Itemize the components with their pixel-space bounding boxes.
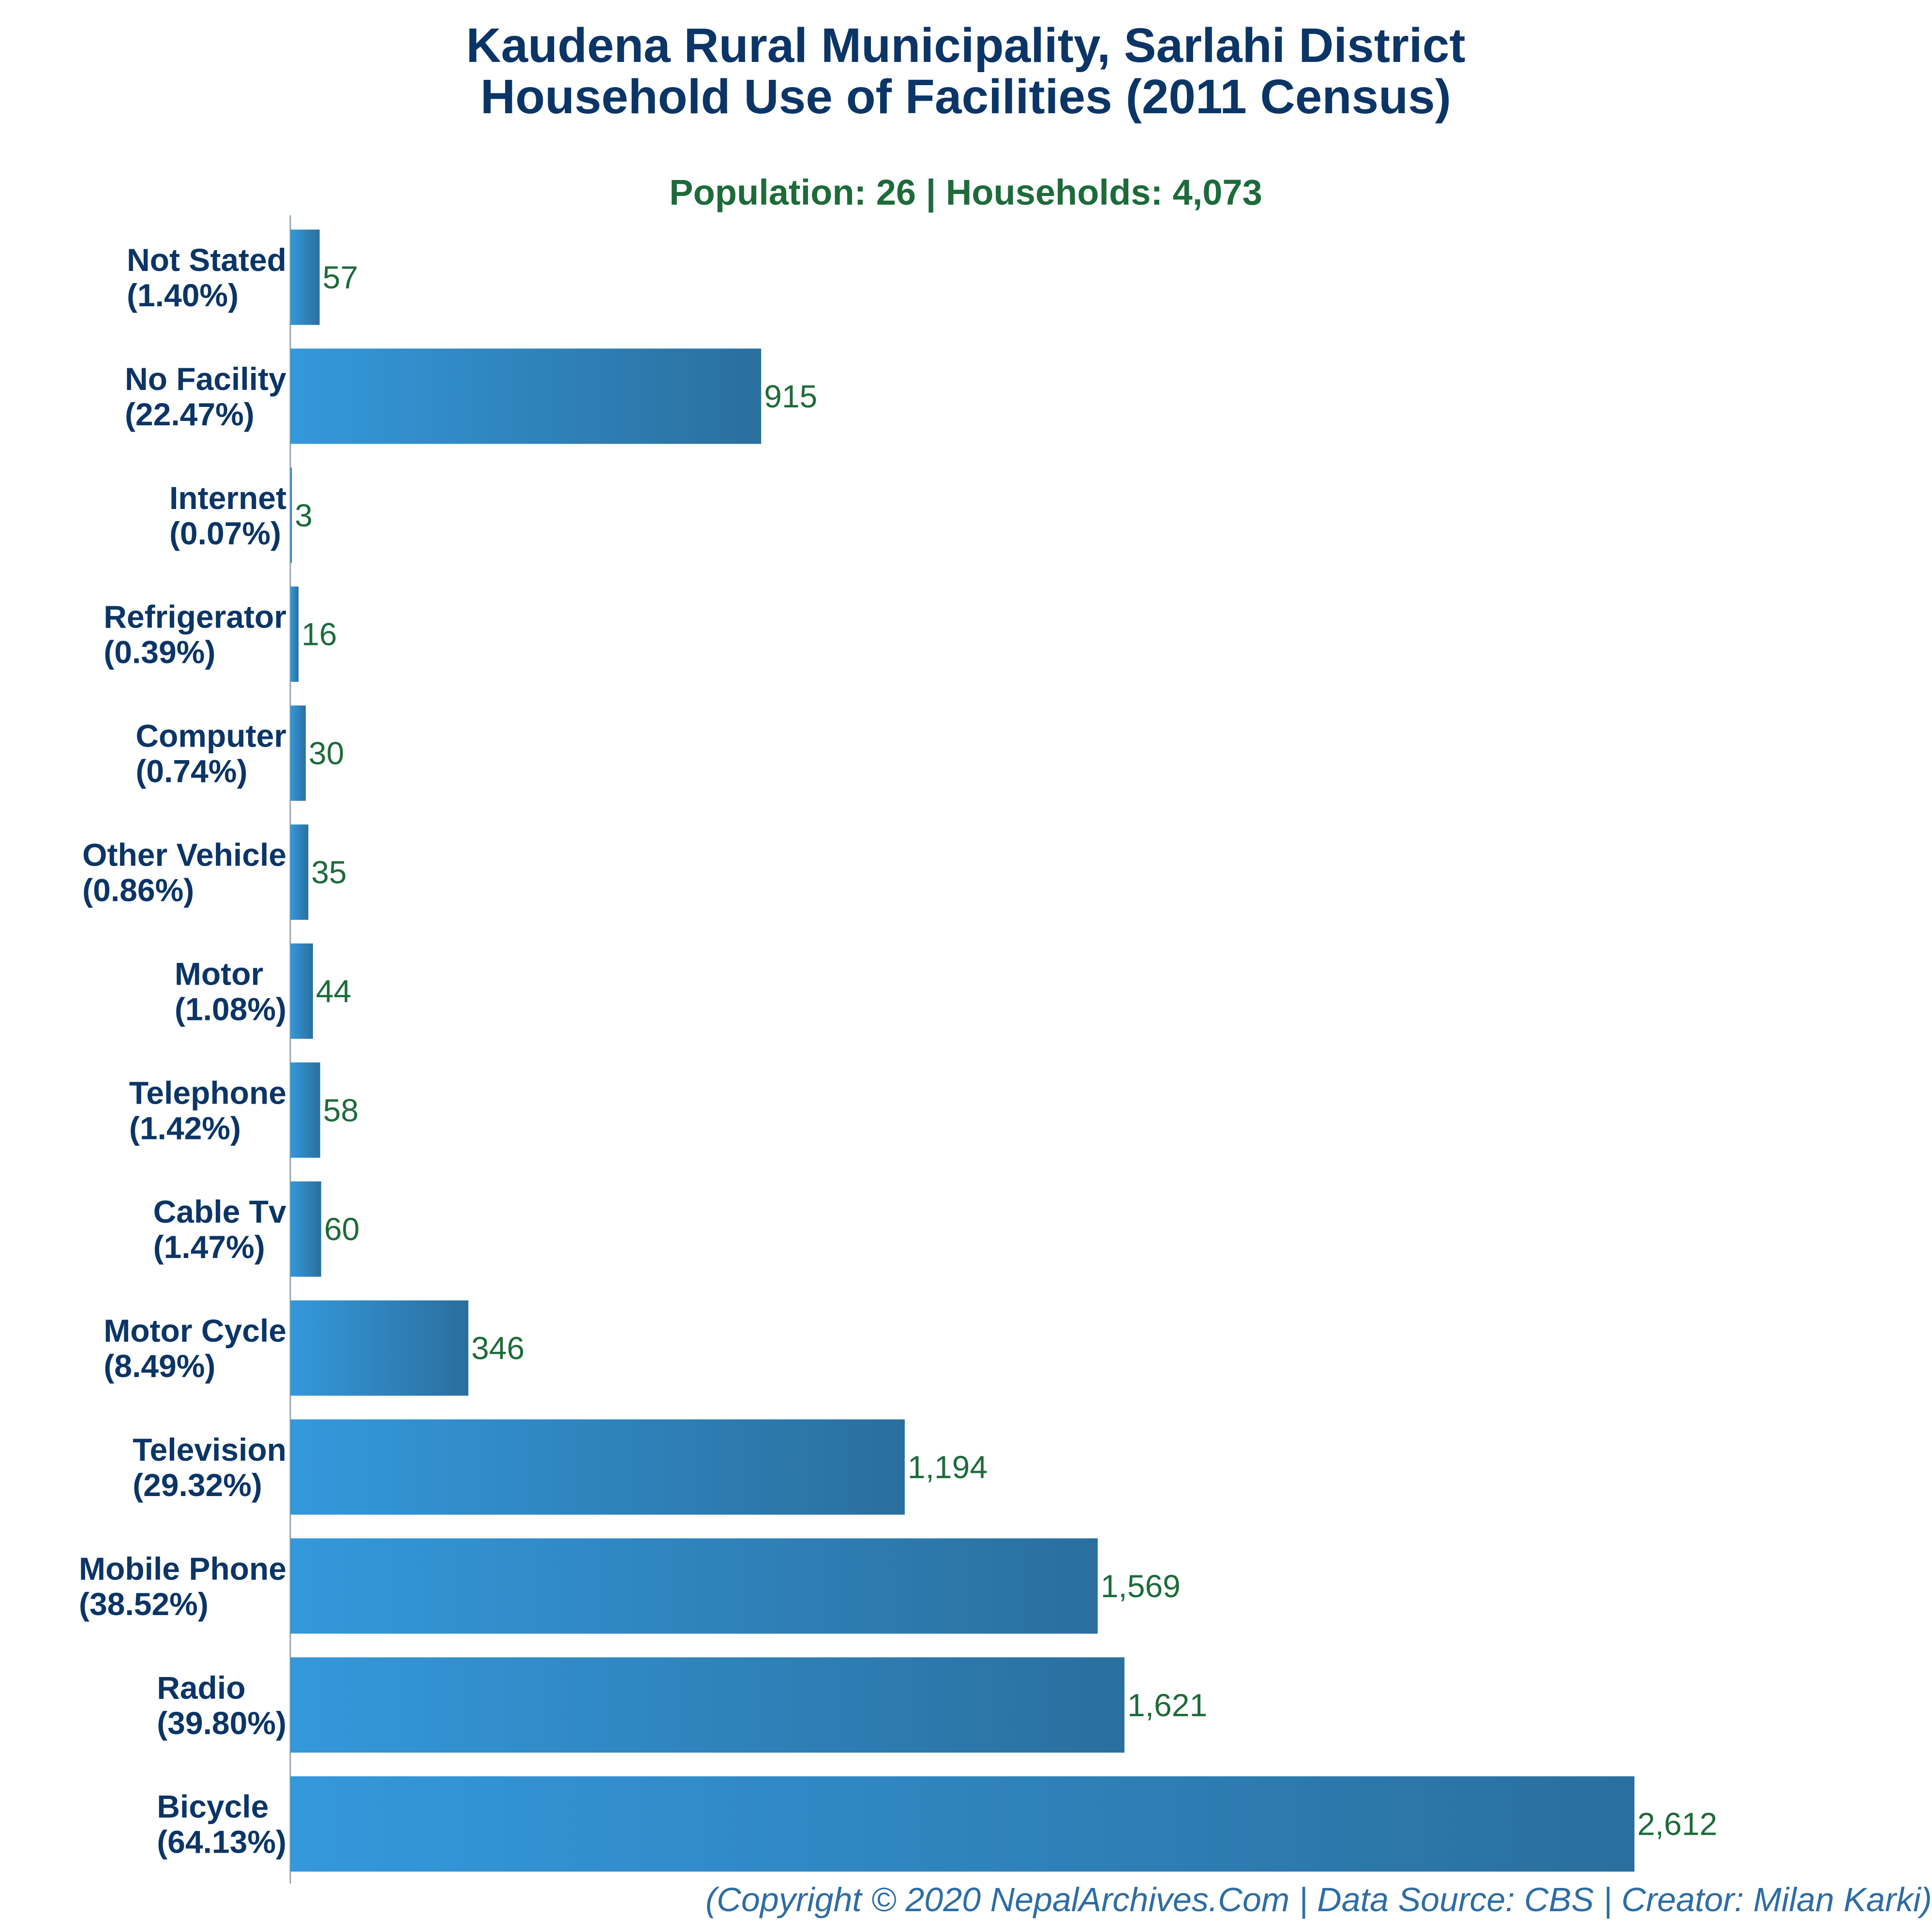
bars-group: 57 Not Stated (1.40%) 915 No Facility (22.47%…: [79, 230, 1717, 1872]
value-label: 16: [301, 616, 337, 652]
category-label: Internet (0.07%): [169, 480, 286, 551]
value-label: 58: [323, 1092, 359, 1128]
facilities-bar-chart: Kaudena Rural Municipality, Sarlahi Dist…: [0, 0, 1932, 1932]
chart-title-line1: Kaudena Rural Municipality, Sarlahi Dist…: [466, 18, 1465, 73]
value-label: 2,612: [1637, 1806, 1717, 1842]
bar-computer: [290, 705, 306, 801]
bar-cable-tv: [290, 1182, 321, 1277]
category-label: Telephone (1.42%): [129, 1075, 286, 1146]
value-label: 1,569: [1101, 1568, 1181, 1604]
bar-motor: [290, 944, 313, 1039]
category-label: Cable Tv (1.47%): [153, 1194, 286, 1265]
value-label: 60: [324, 1211, 359, 1247]
bar-refrigerator: [290, 586, 299, 682]
category-label: Computer (0.74%): [135, 718, 286, 789]
value-label: 346: [471, 1330, 524, 1366]
value-label: 1,621: [1127, 1687, 1207, 1723]
category-label: Television (29.32%): [133, 1432, 286, 1503]
category-label: Radio (39.80%): [157, 1670, 286, 1741]
bar-telephone: [290, 1063, 320, 1158]
value-label: 44: [316, 973, 351, 1009]
value-label: 3: [295, 497, 313, 533]
value-label: 915: [764, 378, 817, 414]
value-label: 57: [323, 259, 358, 295]
bar-radio: [290, 1657, 1124, 1752]
category-label: Refrigerator (0.39%): [104, 599, 286, 670]
category-label: Other Vehicle (0.86%): [82, 837, 286, 908]
chart-subtitle: Population: 26 | Households: 4,073: [669, 172, 1262, 213]
bar-not-stated: [290, 230, 320, 325]
bar-internet: [290, 467, 292, 563]
bar-television: [290, 1420, 905, 1515]
chart-title-line2: Household Use of Facilities (2011 Census…: [480, 70, 1451, 124]
bar-no-facility: [290, 348, 761, 444]
bar-bicycle: [290, 1776, 1634, 1872]
value-label: 30: [309, 735, 344, 771]
category-label: Bicycle (64.13%): [157, 1789, 286, 1860]
bar-motor-cycle: [290, 1301, 468, 1396]
category-label: Motor Cycle (8.49%): [104, 1313, 286, 1384]
value-label: 35: [311, 854, 346, 890]
bar-other-vehicle: [290, 824, 308, 920]
chart-footer: (Copyright © 2020 NepalArchives.Com | Da…: [705, 1881, 1932, 1919]
category-label: No Facility (22.47%): [125, 361, 286, 432]
value-label: 1,194: [908, 1449, 988, 1485]
category-label: Mobile Phone (38.52%): [79, 1551, 286, 1622]
category-label: Not Stated (1.40%): [127, 242, 286, 313]
bar-mobile-phone: [290, 1538, 1098, 1633]
category-label: Motor (1.08%): [175, 956, 286, 1027]
